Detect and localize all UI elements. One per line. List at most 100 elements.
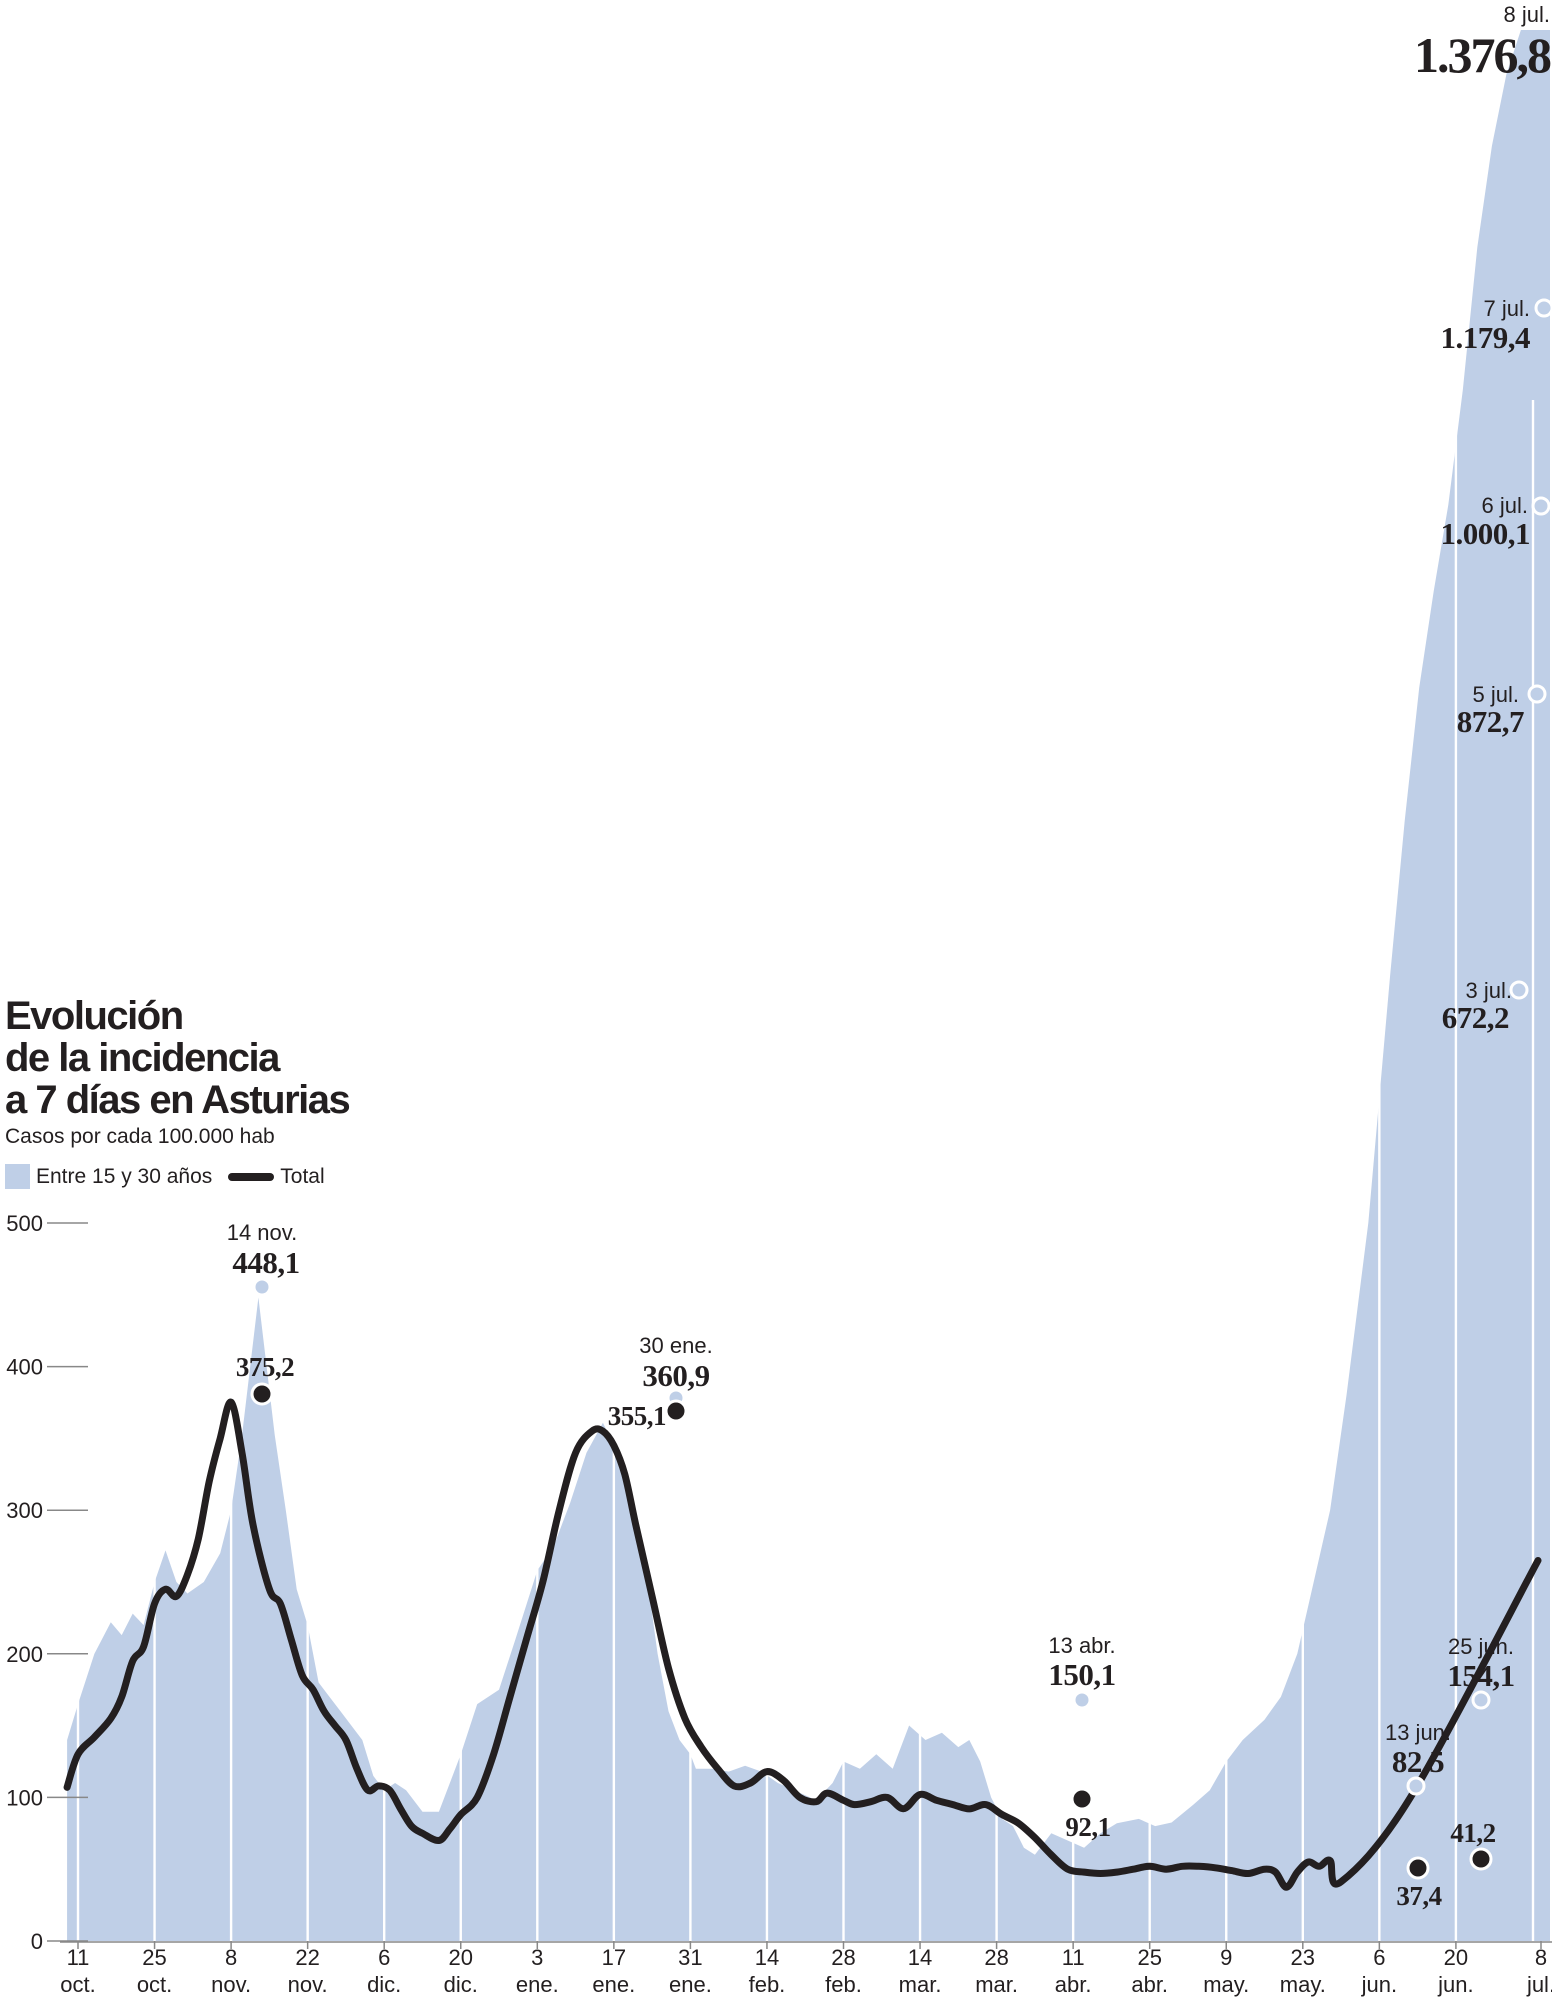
gridlines <box>76 400 1535 1941</box>
chart-title: Evolución de la incidencia a 7 días en A… <box>5 995 425 1121</box>
x-tick-month: ene. <box>669 1972 712 1997</box>
x-tick-month: jul. <box>1526 1972 1552 1997</box>
x-tick-day: 20 <box>449 1945 473 1970</box>
annotation-date: 8 jul. <box>1504 2 1550 27</box>
annotation-value: 154,1 <box>1447 1658 1514 1693</box>
total-marker <box>1469 1847 1493 1871</box>
x-tick-month: nov. <box>288 1972 328 1997</box>
area-marker <box>1406 1776 1426 1796</box>
x-tick-day: 28 <box>984 1945 1008 1970</box>
total-marker <box>250 1382 274 1406</box>
annotation-value: 448,1 <box>232 1245 299 1280</box>
x-tick-day: 20 <box>1444 1945 1468 1970</box>
legend: Entre 15 y 30 años Total <box>5 1164 325 1189</box>
annotation-date: 7 jul. <box>1484 296 1530 321</box>
x-tick-month: mar. <box>899 1972 942 1997</box>
chart-title-line: Evolución <box>5 994 184 1038</box>
annotation-value: 672,2 <box>1442 1000 1509 1035</box>
y-tick-label: 300 <box>6 1498 43 1523</box>
chart-title-line: de la incidencia <box>5 1036 280 1080</box>
x-tick-month: nov. <box>211 1972 251 1997</box>
x-tick-month: oct. <box>137 1972 172 1997</box>
x-tick-day: 25 <box>1137 1945 1161 1970</box>
x-tick-day: 6 <box>378 1945 390 1970</box>
markers <box>250 298 1552 1880</box>
x-tick-day: 8 <box>1535 1945 1547 1970</box>
line-layer <box>63 1398 1542 1891</box>
annotation-value: 1.376,8 <box>1414 27 1551 83</box>
annotation-date: 6 jul. <box>1482 493 1528 518</box>
total-marker <box>1406 1856 1430 1880</box>
x-tick-month: oct. <box>60 1972 95 1997</box>
y-tick-label: 0 <box>31 1929 43 1954</box>
total-line-series <box>63 1398 1542 1891</box>
x-tick-month: dic. <box>367 1972 401 1997</box>
x-tick-day: 14 <box>908 1945 932 1970</box>
annotation-value: 150,1 <box>1048 1657 1115 1692</box>
x-tick-month: dic. <box>444 1972 478 1997</box>
x-tick-month: feb. <box>749 1972 786 1997</box>
axes: 010020030040050011oct.25oct.8nov.22nov.6… <box>6 1211 1552 1997</box>
y-tick-label: 500 <box>6 1211 43 1236</box>
annotation-date: 14 nov. <box>227 1220 298 1245</box>
annotation-date: 13 abr. <box>1048 1633 1115 1658</box>
annotation-value: 355,1 <box>608 1401 666 1431</box>
x-tick-month: mar. <box>975 1972 1018 1997</box>
y-tick-label: 400 <box>6 1355 43 1380</box>
x-tick-day: 8 <box>225 1945 237 1970</box>
x-tick-day: 17 <box>602 1945 626 1970</box>
x-tick-day: 23 <box>1291 1945 1315 1970</box>
chart-title-line: a 7 días en Asturias <box>5 1078 351 1122</box>
total-marker <box>664 1399 688 1423</box>
annotation-date: 30 ene. <box>639 1333 712 1358</box>
area-marker <box>252 1277 272 1297</box>
area-marker <box>1509 980 1529 1000</box>
area-marker <box>1072 1690 1092 1710</box>
annotation-value: 1.000,1 <box>1441 516 1531 551</box>
x-tick-month: jun. <box>1361 1972 1397 1997</box>
annotation-value: 41,2 <box>1450 1818 1495 1848</box>
x-tick-month: feb. <box>825 1972 862 1997</box>
total-marker <box>1070 1787 1094 1811</box>
x-tick-month: abr. <box>1131 1972 1168 1997</box>
annotation-date: 3 jul. <box>1466 978 1512 1003</box>
area-series-15-30 <box>67 30 1550 1941</box>
x-tick-day: 9 <box>1220 1945 1232 1970</box>
x-tick-day: 6 <box>1373 1945 1385 1970</box>
y-tick-label: 100 <box>6 1785 43 1810</box>
area-marker <box>1527 684 1547 704</box>
x-tick-month: may. <box>1280 1972 1326 1997</box>
annotation-value: 92,1 <box>1065 1812 1110 1842</box>
chart-subtitle: Casos por cada 100.000 hab <box>5 1125 275 1148</box>
x-tick-month: ene. <box>592 1972 635 1997</box>
annotation-date: 13 jun. <box>1385 1720 1451 1745</box>
annotation-value: 360,9 <box>642 1358 709 1393</box>
legend-line-swatch <box>228 1172 275 1181</box>
y-tick-label: 200 <box>6 1642 43 1667</box>
area-marker <box>1534 298 1552 318</box>
legend-line-label: Total <box>280 1164 325 1188</box>
x-tick-month: ene. <box>516 1972 559 1997</box>
x-tick-month: jun. <box>1437 1972 1473 1997</box>
annotation-date: 25 jun. <box>1448 1634 1514 1659</box>
x-tick-day: 28 <box>831 1945 855 1970</box>
x-tick-day: 25 <box>142 1945 166 1970</box>
legend-area-label: Entre 15 y 30 años <box>36 1164 213 1188</box>
x-tick-day: 3 <box>531 1945 543 1970</box>
area-marker <box>1531 496 1551 516</box>
chart-title-block: Evolución de la incidencia a 7 días en A… <box>5 995 425 1149</box>
annotation-value: 872,7 <box>1457 704 1524 739</box>
x-tick-day: 14 <box>755 1945 779 1970</box>
annotation-value: 375,2 <box>236 1352 294 1382</box>
x-tick-month: may. <box>1203 1972 1249 1997</box>
x-tick-month: abr. <box>1055 1972 1092 1997</box>
annotation-labels: 14 nov.448,1 375,2 30 ene.360,9 355,1 13 abr… <box>227 2 1552 1911</box>
annotation-date: 5 jul. <box>1473 682 1519 707</box>
annotation-value: 1.179,4 <box>1441 320 1531 355</box>
x-tick-day: 11 <box>1062 1945 1085 1970</box>
area-marker <box>1471 1690 1491 1710</box>
area-layer <box>67 30 1550 1941</box>
legend-area-swatch <box>5 1164 30 1189</box>
annotation-value: 37,4 <box>1396 1881 1441 1911</box>
